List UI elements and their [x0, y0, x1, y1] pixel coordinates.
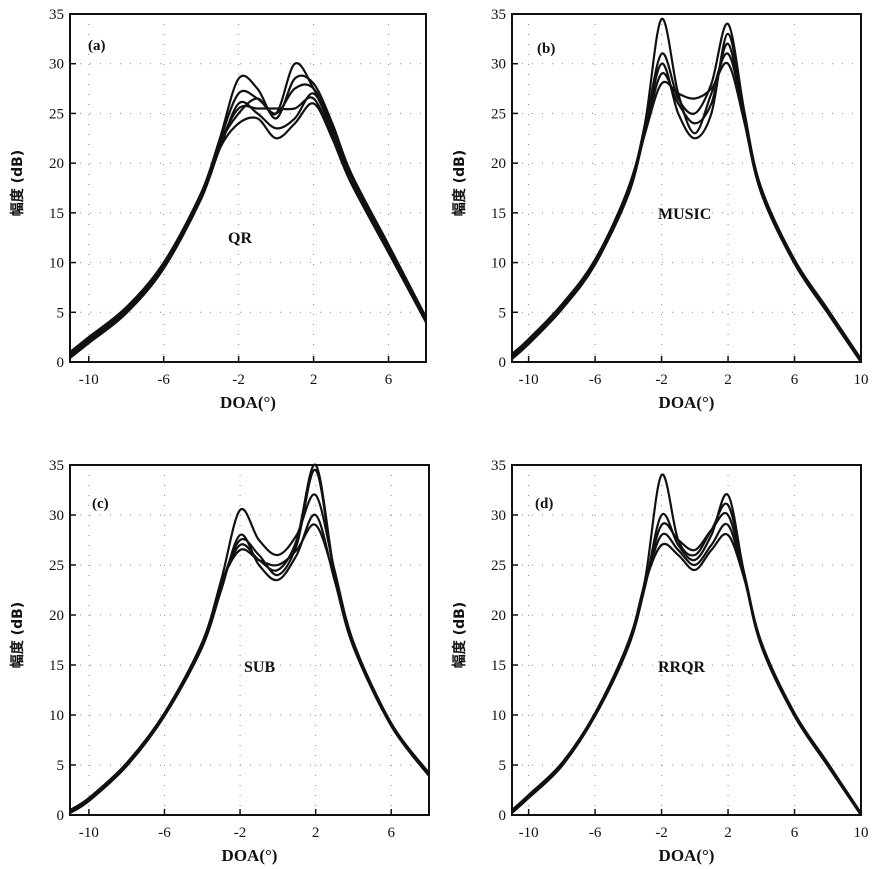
x-tick-label: -6	[158, 825, 171, 841]
series-line-3	[511, 22, 862, 363]
y-tick-label: 20	[491, 608, 506, 624]
x-tick-label: -2	[655, 825, 668, 841]
x-axis-label: DOA(°)	[222, 846, 278, 865]
plot-frame	[511, 13, 862, 363]
x-tick-label: 10	[854, 825, 869, 841]
series-line-6	[69, 83, 427, 356]
y-tick-label: 25	[491, 558, 506, 574]
x-tick-label: 6	[791, 825, 799, 841]
panel-label: (a)	[88, 38, 106, 54]
plot-frame	[69, 464, 430, 816]
y-tick-label: 0	[499, 808, 507, 824]
y-tick-label: 30	[49, 57, 64, 73]
chart-panel-1: 0 5 10 15 20 25 30 35 -10 -6 -2 2 6 DOA(°) 幅度 (dB) (a) Q…	[9, 7, 427, 412]
y-tick-label: 15	[491, 206, 506, 222]
series-line-5	[69, 102, 427, 359]
series-line-5	[511, 512, 862, 816]
x-axis-label: DOA(°)	[220, 393, 276, 412]
panel-label: (b)	[537, 41, 555, 57]
y-tick-label: 20	[49, 608, 64, 624]
plot-frame	[511, 464, 862, 816]
y-tick-label: 10	[491, 256, 506, 272]
chart-panel-4: 0 5 10 15 20 25 30 35 -10 -6 -2 2 6 10 DOA(°) 幅度 (dB) (d…	[451, 458, 869, 865]
x-tick-label: 2	[724, 372, 732, 388]
y-tick-label: 35	[491, 7, 506, 23]
x-tick-label: -10	[519, 825, 539, 841]
y-axis-label: 幅度 (dB)	[9, 602, 26, 668]
method-label: RRQR	[658, 659, 706, 676]
x-tick-label: 6	[387, 825, 395, 841]
series-group	[511, 473, 862, 816]
series-group	[69, 463, 430, 814]
x-tick-label: 2	[310, 372, 318, 388]
plot-frame	[69, 13, 427, 363]
y-tick-label: 5	[57, 305, 65, 321]
y-tick-label: 25	[491, 106, 506, 122]
series-line-5	[69, 463, 430, 813]
y-tick-label: 25	[49, 558, 64, 574]
x-tick-label: -2	[232, 372, 245, 388]
x-tick-label: 6	[385, 372, 393, 388]
y-tick-label: 0	[57, 355, 65, 371]
y-tick-label: 15	[491, 658, 506, 674]
x-axis-label: DOA(°)	[659, 393, 715, 412]
y-tick-label: 0	[499, 355, 507, 371]
x-axis-label: DOA(°)	[659, 846, 715, 865]
x-tick-label: 6	[791, 372, 799, 388]
series-line-2	[69, 493, 430, 811]
series-line-5	[511, 32, 862, 363]
panel-label: (c)	[92, 496, 109, 512]
y-tick-label: 30	[491, 508, 506, 524]
y-tick-label: 10	[49, 708, 64, 724]
x-tick-label: -6	[589, 372, 602, 388]
x-tick-label: -10	[79, 372, 99, 388]
y-tick-label: 5	[499, 758, 507, 774]
y-tick-label: 30	[49, 508, 64, 524]
chart-panel-3: 0 5 10 15 20 25 30 35 -10 -6 -2 2 6 DOA(°) 幅度 (dB) (c) S…	[9, 458, 430, 865]
series-group	[69, 62, 427, 359]
y-axis-label: 幅度 (dB)	[451, 150, 468, 216]
series-group	[511, 17, 862, 363]
y-tick-label: 30	[491, 57, 506, 73]
method-label: SUB	[244, 659, 275, 676]
method-label: QR	[228, 230, 252, 247]
y-tick-label: 35	[49, 458, 64, 474]
x-tick-label: 2	[724, 825, 732, 841]
x-tick-label: -2	[234, 825, 247, 841]
y-tick-label: 20	[491, 156, 506, 172]
y-tick-label: 0	[57, 808, 65, 824]
x-tick-label: 2	[312, 825, 320, 841]
y-axis-label: 幅度 (dB)	[451, 602, 468, 668]
x-tick-label: -2	[655, 372, 668, 388]
y-tick-label: 10	[49, 256, 64, 272]
x-tick-label: 10	[854, 372, 869, 388]
panel-label: (d)	[535, 496, 553, 512]
y-tick-label: 10	[491, 708, 506, 724]
y-tick-label: 15	[49, 658, 64, 674]
y-tick-label: 5	[499, 305, 507, 321]
y-tick-label: 15	[49, 206, 64, 222]
y-tick-label: 35	[491, 458, 506, 474]
method-label: MUSIC	[658, 206, 711, 223]
series-line-1	[511, 42, 862, 363]
y-tick-label: 5	[57, 758, 65, 774]
series-line-3	[511, 493, 862, 816]
y-tick-label: 35	[49, 7, 64, 23]
x-tick-label: -6	[157, 372, 170, 388]
y-tick-label: 25	[49, 106, 64, 122]
x-tick-label: -10	[519, 372, 539, 388]
y-tick-label: 20	[49, 156, 64, 172]
chart-panel-2: 0 5 10 15 20 25 30 35 -10 -6 -2 2 6 10 DOA(°) 幅度 (dB) (b…	[451, 7, 869, 412]
x-tick-label: -10	[79, 825, 99, 841]
y-axis-label: 幅度 (dB)	[9, 150, 26, 216]
x-tick-label: -6	[589, 825, 602, 841]
